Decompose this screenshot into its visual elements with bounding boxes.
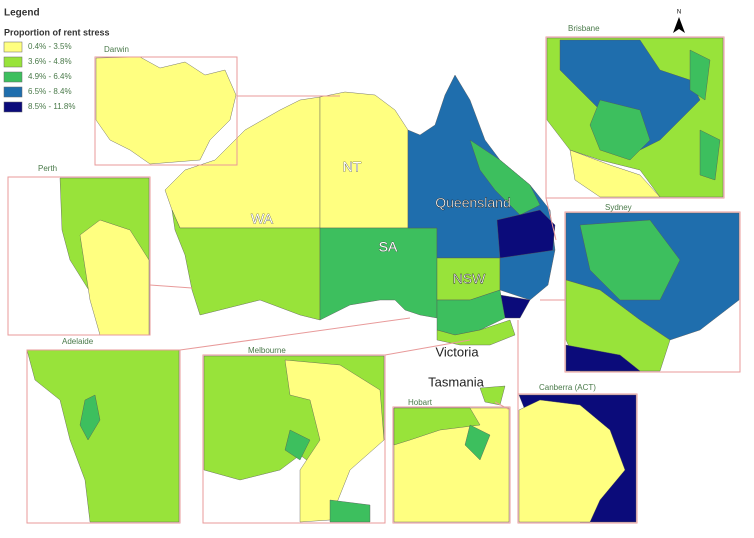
inset-frame	[392, 406, 511, 524]
leader-line	[149, 284, 193, 289]
inset-label: Melbourne	[248, 346, 286, 355]
region	[579, 219, 681, 301]
leader-line	[494, 401, 511, 411]
north-label: N	[677, 10, 681, 16]
region	[589, 99, 651, 161]
inset-frame	[202, 354, 386, 524]
region	[436, 319, 516, 346]
state-label: NT	[343, 159, 362, 175]
legend-title: Legend	[4, 8, 40, 19]
legend-label: 0.4% - 3.5%	[28, 42, 72, 51]
region	[464, 424, 491, 461]
region	[496, 209, 556, 259]
legend-label: 6.5% - 8.4%	[28, 87, 72, 96]
inset-label: Adelaide	[62, 337, 94, 346]
region	[79, 219, 150, 336]
inset-label: Canberra (ACT)	[539, 383, 596, 392]
region	[499, 249, 556, 301]
leader-line	[545, 197, 557, 241]
region	[689, 49, 711, 101]
state-label: WA	[251, 211, 274, 227]
state-label: SA	[379, 239, 398, 255]
legend: Legend Proportion of rent stress 0.4% - …	[3, 8, 110, 113]
region	[559, 39, 701, 151]
region	[319, 91, 409, 229]
inset-label: Hobart	[408, 398, 433, 407]
region	[469, 139, 541, 216]
leader-line	[384, 339, 471, 356]
inset-frame	[26, 349, 181, 524]
legend-items: 0.4% - 3.5% 3.6% - 4.8% 4.9% - 6.4% 6.5% - …	[3, 41, 75, 113]
legend-swatch	[3, 86, 23, 98]
legend-label: 3.6% - 4.8%	[28, 57, 72, 66]
region	[329, 499, 371, 523]
leader-line	[179, 317, 411, 351]
region	[518, 399, 626, 523]
region	[565, 279, 671, 372]
region	[569, 149, 661, 198]
region	[95, 56, 237, 165]
inset-label: Perth	[38, 164, 57, 173]
state-label: Tasmania	[428, 374, 484, 389]
legend-swatch	[3, 71, 23, 83]
region	[26, 349, 180, 523]
region	[699, 129, 721, 181]
inset-frame	[545, 36, 725, 199]
legend-label: 8.5% - 11.8%	[28, 102, 75, 111]
region	[284, 429, 311, 461]
legend-swatch	[3, 56, 23, 68]
inset-frame	[517, 393, 638, 524]
legend-subtitle: Proportion of rent stress	[4, 27, 110, 37]
region	[171, 209, 321, 321]
legend-swatch	[3, 41, 23, 53]
state-label: NSW	[453, 271, 486, 287]
regions	[26, 37, 740, 523]
inset-label: Brisbane	[568, 24, 600, 33]
region	[393, 407, 481, 446]
north-arrow: N	[673, 10, 685, 33]
inset-label: Sydney	[605, 203, 632, 212]
state-label: Queensland	[435, 195, 511, 211]
inset-frame	[7, 176, 151, 336]
region	[79, 394, 101, 441]
state-label: Victoria	[435, 344, 479, 359]
inset-frames	[7, 36, 741, 524]
inset-frame	[564, 211, 741, 373]
region	[284, 359, 385, 523]
inset-frame	[94, 56, 238, 166]
region	[565, 344, 641, 372]
labels: Darwin Perth Adelaide Melbourne Brisbane…	[38, 24, 632, 407]
inset-label: Darwin	[104, 45, 129, 54]
north-arrow-icon	[673, 17, 685, 33]
legend-label: 4.9% - 6.4%	[28, 72, 72, 81]
legend-swatch	[3, 101, 23, 113]
